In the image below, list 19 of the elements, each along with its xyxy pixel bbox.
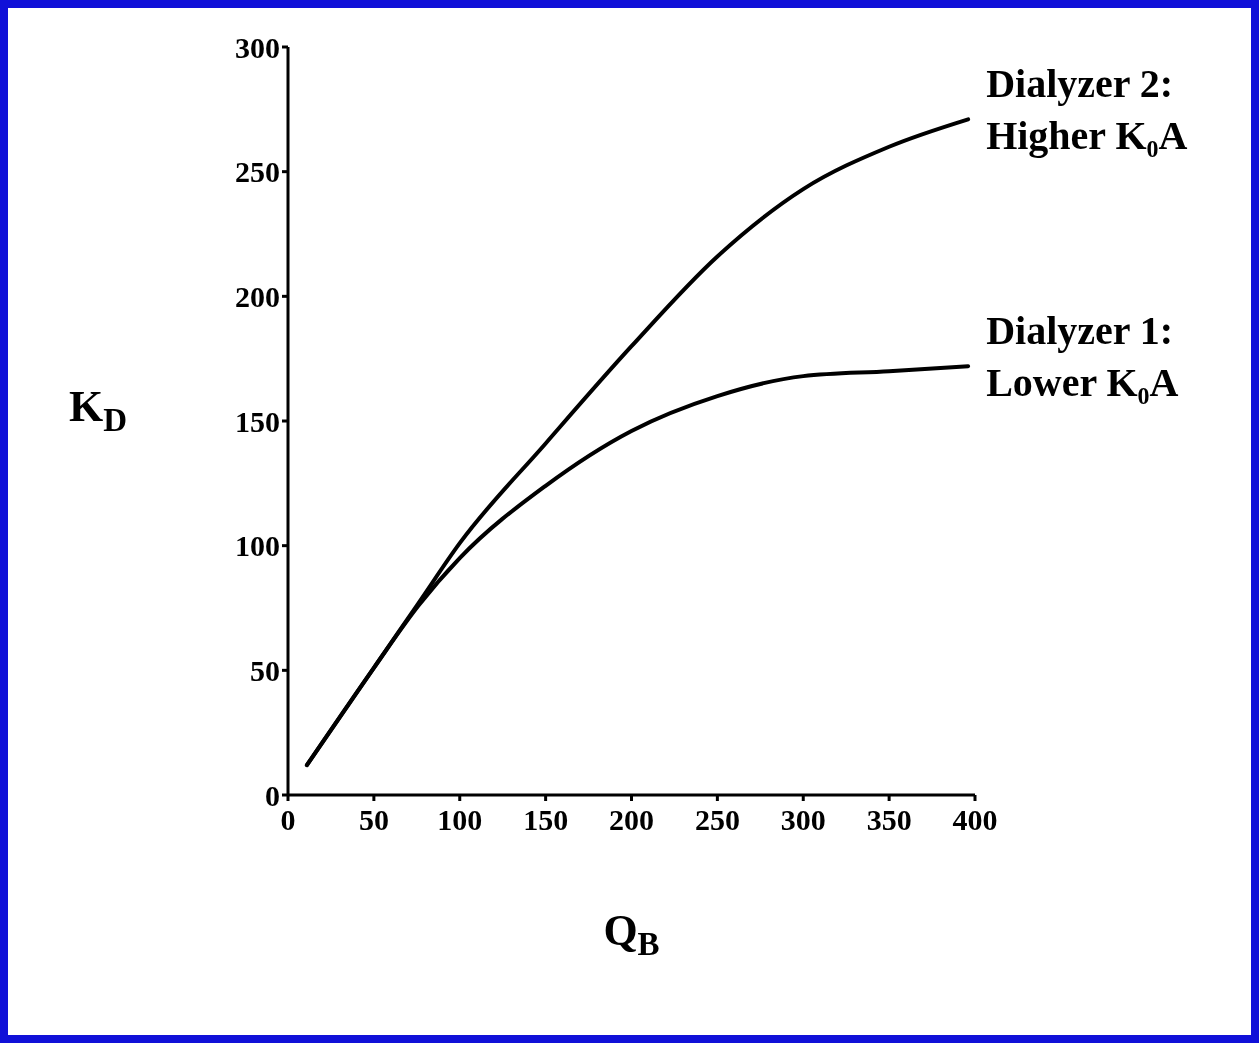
- y-tick-label: 250: [235, 155, 280, 189]
- y-tick-label: 50: [250, 653, 280, 687]
- y-tick-label: 100: [235, 529, 280, 563]
- x-tick-label: 250: [694, 803, 740, 837]
- x-tick-label: 300: [780, 803, 826, 837]
- y-tick-label: 200: [235, 279, 280, 313]
- x-tick-label: 50: [358, 803, 389, 837]
- x-tick-label: 400: [952, 803, 998, 837]
- x-tick-label: 150: [523, 803, 569, 837]
- x-tick-label: 350: [866, 803, 912, 837]
- x-tick-label: 200: [609, 803, 654, 837]
- x-tick-label: 100: [437, 803, 483, 837]
- x-axis-title: Q$_{B}$: [603, 906, 660, 962]
- y-tick-label: 300: [235, 30, 280, 64]
- y-axis-title: K$_{D}$: [68, 382, 128, 438]
- series-label: Dialyzer 1: Lower K₀A: [986, 308, 1179, 406]
- y-tick-label: 150: [235, 404, 280, 438]
- series-label: Dialyzer 2: Higher K₀A: [986, 61, 1188, 159]
- y-tick-label: 0: [265, 778, 280, 812]
